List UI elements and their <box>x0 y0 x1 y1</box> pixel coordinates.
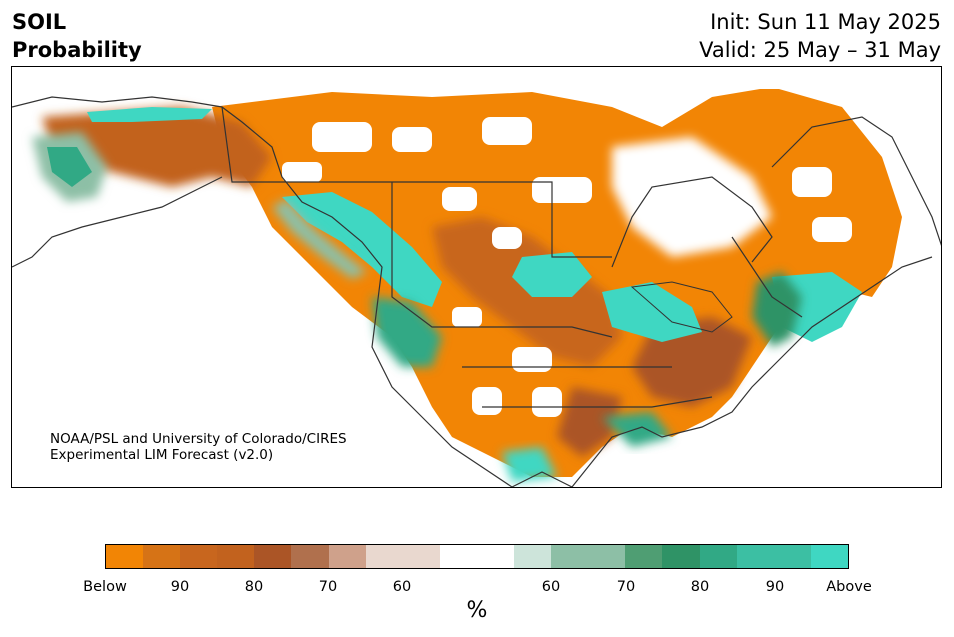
above-normal-shading <box>32 107 862 482</box>
forecast-map: NOAA/PSL and University of Colorado/CIRE… <box>11 66 942 488</box>
credit-text: NOAA/PSL and University of Colorado/CIRE… <box>50 431 347 463</box>
colorbar-tick-label: 90 <box>170 579 190 595</box>
near-normal-areas <box>12 67 941 417</box>
colorbar-segment <box>365 545 403 568</box>
colorbar-segment <box>699 545 737 568</box>
colorbar-tick-label: 60 <box>392 579 412 595</box>
colorbar-segment <box>439 545 477 568</box>
colorbar-segment <box>328 545 366 568</box>
colorbar <box>105 544 849 569</box>
colorbar-tick-label: Below <box>83 579 127 595</box>
coastlines-borders <box>12 96 941 487</box>
colorbar-segment <box>662 545 700 568</box>
colorbar-segment <box>254 545 292 568</box>
colorbar-segment <box>143 545 181 568</box>
colorbar-segment <box>476 545 515 568</box>
colorbar-segment <box>736 545 774 568</box>
colorbar-unit: % <box>466 598 488 623</box>
colorbar-segment <box>551 545 589 568</box>
colorbar-segment <box>773 545 811 568</box>
credit-line-2: Experimental LIM Forecast (v2.0) <box>50 447 274 463</box>
colorbar-segment <box>402 545 440 568</box>
init-date: Init: Sun 11 May 2025 <box>710 10 941 34</box>
colorbar-segment <box>810 545 848 568</box>
colorbar-tick-label: 60 <box>541 579 561 595</box>
map-title: SOIL Probability <box>12 8 142 64</box>
colorbar-segment <box>625 545 663 568</box>
map-canvas <box>12 67 941 487</box>
colorbar-tick-label: 70 <box>616 579 636 595</box>
colorbar-tick-label: 80 <box>244 579 264 595</box>
colorbar-segment <box>217 545 255 568</box>
variable-label: SOIL <box>12 10 67 34</box>
colorbar-tick-label: Above <box>826 579 872 595</box>
credit-line-1: NOAA/PSL and University of Colorado/CIRE… <box>50 431 347 447</box>
product-label: Probability <box>12 38 142 62</box>
colorbar-tick-label: 80 <box>690 579 710 595</box>
colorbar-tick-label: 90 <box>765 579 785 595</box>
colorbar-segment <box>514 545 552 568</box>
valid-date: Valid: 25 May – 31 May <box>699 38 941 62</box>
colorbar-tick-label: 70 <box>318 579 338 595</box>
colorbar-segment <box>588 545 626 568</box>
date-info: Init: Sun 11 May 2025 Valid: 25 May – 31… <box>699 8 941 64</box>
colorbar-segment <box>180 545 218 568</box>
colorbar-segment <box>106 545 144 568</box>
colorbar-segment <box>291 545 329 568</box>
